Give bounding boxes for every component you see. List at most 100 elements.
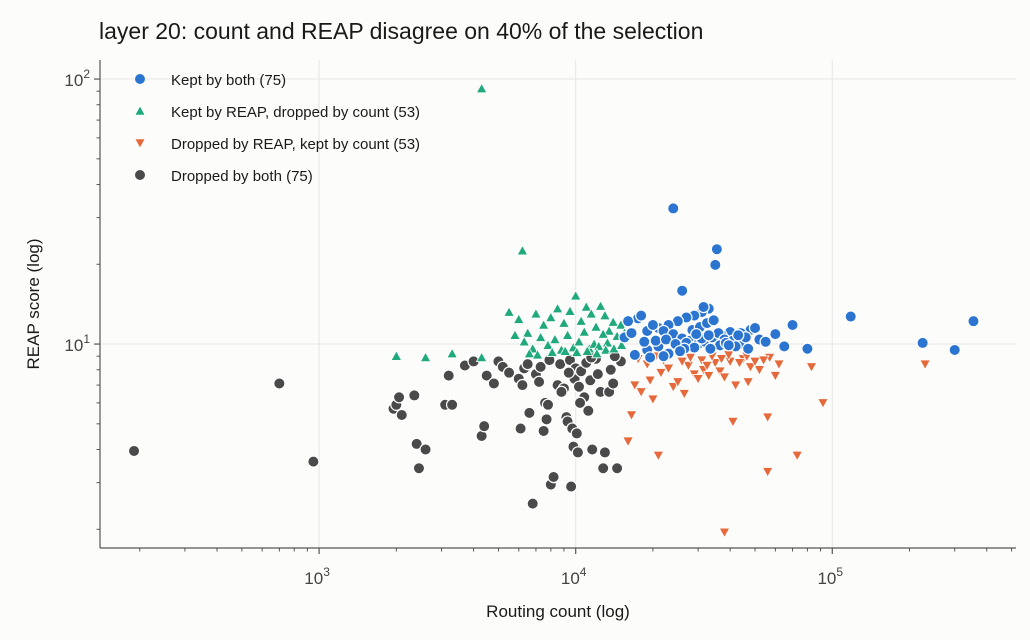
data-point xyxy=(596,462,610,475)
data-point xyxy=(919,359,931,371)
data-point xyxy=(652,450,665,462)
data-point xyxy=(667,382,680,393)
data-point xyxy=(580,300,593,312)
data-point xyxy=(702,371,715,382)
data-point xyxy=(753,365,766,376)
data-point xyxy=(307,455,320,468)
data-point xyxy=(570,427,583,440)
data-point xyxy=(710,243,724,256)
data-point xyxy=(709,258,722,272)
data-point xyxy=(537,318,550,330)
data-point xyxy=(526,497,539,510)
series-0 xyxy=(618,202,980,364)
data-point xyxy=(475,351,488,363)
data-point xyxy=(478,419,491,433)
data-point xyxy=(512,313,525,324)
data-point xyxy=(742,377,755,388)
data-point xyxy=(718,527,731,539)
x-tick-exponent: 4 xyxy=(580,565,587,579)
data-point xyxy=(759,335,772,348)
data-point xyxy=(635,387,648,398)
data-point xyxy=(628,380,641,392)
legend-label: Dropped by REAP, kept by count (53) xyxy=(171,136,420,153)
y-tick-exponent: 2 xyxy=(83,67,90,81)
data-point xyxy=(634,309,648,322)
legend-label: Kept by REAP, dropped by count (53) xyxy=(171,104,420,121)
data-point xyxy=(534,360,547,374)
data-point xyxy=(615,339,628,350)
data-point xyxy=(967,314,980,328)
x-tick-base: 10 xyxy=(817,569,836,588)
data-point xyxy=(773,359,785,371)
data-point xyxy=(741,342,755,355)
data-point xyxy=(625,326,638,340)
data-point xyxy=(844,310,857,323)
data-point xyxy=(445,398,459,411)
data-point xyxy=(419,351,432,363)
axes xyxy=(99,60,1016,549)
data-point xyxy=(573,335,585,347)
series-2 xyxy=(622,350,931,539)
data-point xyxy=(643,351,657,364)
data-point xyxy=(551,302,564,314)
chart-title: layer 20: count and REAP disagree on 40%… xyxy=(99,18,703,44)
data-point xyxy=(599,309,611,321)
data-point xyxy=(590,320,602,332)
data-point xyxy=(395,408,408,422)
data-point xyxy=(591,367,605,381)
data-point xyxy=(540,413,553,426)
data-point xyxy=(715,354,728,365)
data-point xyxy=(390,350,403,361)
data-point xyxy=(531,348,544,360)
data-point xyxy=(558,317,570,328)
data-point xyxy=(546,346,559,357)
data-point xyxy=(516,378,529,392)
series-1 xyxy=(390,82,631,363)
x-tick-base: 10 xyxy=(304,569,323,588)
data-point xyxy=(604,363,617,376)
data-point xyxy=(591,347,603,359)
data-point xyxy=(676,356,689,368)
x-axis-label: Routing count (log) xyxy=(486,602,630,621)
data-point xyxy=(502,366,516,379)
data-point xyxy=(621,314,635,328)
y-axis-label: REAP score (log) xyxy=(24,238,43,369)
data-point xyxy=(564,305,576,316)
data-point xyxy=(412,462,426,475)
data-point xyxy=(744,362,757,373)
data-point xyxy=(801,342,814,355)
data-point xyxy=(581,345,594,356)
data-point xyxy=(542,339,554,350)
legend-label: Dropped by both (75) xyxy=(171,168,313,185)
data-point xyxy=(521,357,534,371)
y-tick-exponent: 1 xyxy=(83,332,90,346)
data-point xyxy=(701,360,713,372)
legend: Kept by both (75) Kept by REAP, dropped b… xyxy=(133,72,420,185)
data-point xyxy=(573,396,587,410)
data-point xyxy=(749,356,761,368)
data-point xyxy=(544,311,557,323)
data-point xyxy=(571,446,585,459)
data-point xyxy=(555,385,568,399)
y-tick-base: 10 xyxy=(64,336,83,355)
x-tick-label: 105 xyxy=(817,565,843,588)
data-point xyxy=(127,444,141,458)
data-point xyxy=(594,300,607,311)
data-point xyxy=(647,394,659,406)
data-point xyxy=(603,324,616,336)
legend-marker xyxy=(133,72,147,86)
data-point xyxy=(586,443,599,456)
data-point xyxy=(707,314,720,327)
data-point xyxy=(671,377,684,388)
data-point xyxy=(562,366,575,379)
data-point xyxy=(786,318,799,332)
x-tick-exponent: 5 xyxy=(836,565,843,579)
y-tick-label: 102 xyxy=(64,67,90,90)
data-point xyxy=(791,450,804,462)
data-point xyxy=(644,375,656,387)
data-point xyxy=(769,371,782,382)
data-point xyxy=(570,346,583,357)
data-point xyxy=(675,284,689,297)
data-point xyxy=(916,336,929,350)
